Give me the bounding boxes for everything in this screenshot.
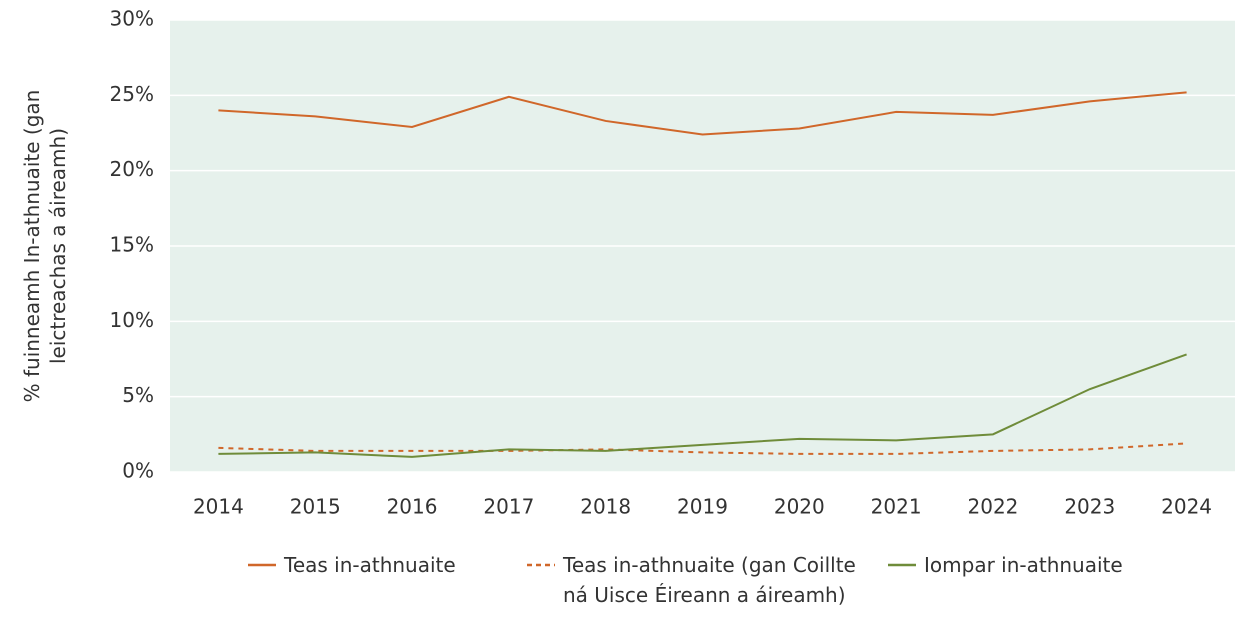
x-tick-label: 2020: [774, 495, 825, 519]
y-tick-label: 5%: [122, 383, 154, 407]
y-tick-label: 30%: [110, 7, 154, 31]
legend-item: Teas in-athnuaite (gan Coillte ná Uisce …: [527, 550, 863, 610]
x-tick-label: 2021: [871, 495, 922, 519]
legend-label: Iompar in-athnuaite: [924, 553, 1123, 577]
series-line: [218, 353, 1187, 458]
x-tick-label: 2024: [1161, 495, 1212, 519]
y-axis-label: % fuinneamh In-athnuaite (gan leictreach…: [20, 89, 70, 403]
y-tick-label: 15%: [110, 233, 154, 257]
y-tick-label: 10%: [110, 308, 154, 332]
y-tick-label: 25%: [110, 82, 154, 106]
legend-swatch: [527, 563, 555, 567]
x-tick-label: 2019: [677, 495, 728, 519]
y-tick-label: 0%: [122, 459, 154, 483]
series-line: [218, 91, 1187, 136]
legend-item: Teas in-athnuaite: [248, 550, 504, 580]
x-tick-label: 2014: [193, 495, 244, 519]
legend-label: Teas in-athnuaite (gan Coillte ná Uisce …: [563, 553, 856, 607]
legend-swatch: [888, 563, 916, 567]
x-tick-label: 2018: [580, 495, 631, 519]
x-tick-label: 2022: [968, 495, 1019, 519]
x-tick-label: 2023: [1064, 495, 1115, 519]
x-tick-label: 2016: [387, 495, 438, 519]
legend-swatch: [248, 563, 276, 567]
x-tick-label: 2015: [290, 495, 341, 519]
legend-item: Iompar in-athnuaite: [888, 550, 1184, 580]
series-line: [218, 442, 1187, 455]
legend-label: Teas in-athnuaite: [284, 553, 456, 577]
y-tick-label: 20%: [110, 157, 154, 181]
x-tick-label: 2017: [483, 495, 534, 519]
